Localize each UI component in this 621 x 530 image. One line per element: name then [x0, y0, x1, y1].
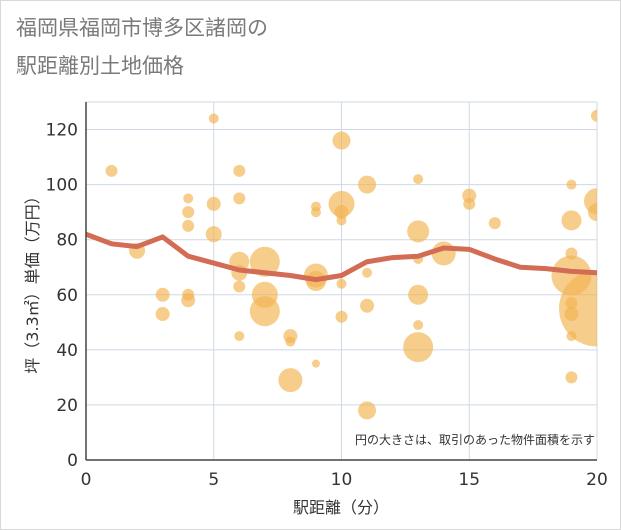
chart-title-line2: 駅距離別土地価格 — [16, 54, 184, 78]
data-bubble — [233, 280, 246, 293]
data-bubble — [413, 174, 424, 185]
data-bubble — [205, 226, 222, 243]
data-bubble — [336, 278, 347, 289]
data-bubble — [182, 206, 195, 219]
data-bubble — [358, 401, 377, 420]
data-bubble — [591, 109, 597, 122]
data-bubble — [336, 215, 347, 226]
x-tick-label: 20 — [586, 470, 608, 490]
data-bubble — [182, 219, 195, 232]
data-bubble — [249, 246, 280, 277]
data-bubble — [463, 197, 476, 210]
data-bubble — [206, 196, 221, 211]
x-tick-label: 15 — [458, 470, 480, 490]
data-bubble — [559, 270, 597, 347]
chart-title-line1: 福岡県福岡市博多区諸岡の — [16, 16, 268, 40]
data-bubble — [413, 320, 424, 331]
data-bubble — [233, 164, 246, 177]
data-bubble — [431, 241, 456, 266]
data-bubble — [407, 220, 430, 243]
data-bubble — [234, 331, 245, 342]
data-bubble — [181, 293, 196, 308]
data-bubble — [360, 298, 375, 313]
data-bubble — [565, 371, 578, 384]
bubble-size-note: 円の大きさは、取引のあった物件面積を示す — [355, 432, 595, 447]
data-bubble — [335, 310, 348, 323]
data-bubble — [403, 332, 434, 363]
data-bubble — [334, 205, 349, 220]
average-line-series — [86, 231, 597, 283]
tick-labels: 0 5 10 15 20 0 20 40 60 80 100 120 — [46, 121, 608, 490]
y-tick-label: 120 — [46, 121, 78, 141]
data-bubble — [249, 296, 280, 327]
x-tick-label: 0 — [81, 470, 92, 490]
data-bubble — [278, 368, 303, 393]
y-tick-label: 100 — [46, 176, 78, 196]
data-bubble — [408, 284, 429, 305]
data-bubble — [208, 113, 219, 124]
axes — [85, 102, 597, 461]
y-tick-label: 60 — [56, 286, 78, 306]
data-bubble — [311, 359, 320, 368]
data-bubble — [332, 131, 351, 150]
y-tick-label: 40 — [56, 341, 78, 361]
data-bubble — [561, 210, 582, 231]
data-bubble — [362, 267, 373, 278]
data-bubble — [155, 287, 170, 302]
data-bubble — [233, 192, 246, 205]
data-bubble — [488, 217, 501, 230]
data-bubble — [155, 307, 170, 322]
data-bubble — [183, 193, 194, 204]
y-tick-label: 80 — [56, 231, 78, 251]
x-tick-label: 10 — [331, 470, 353, 490]
data-bubble — [358, 175, 377, 194]
data-bubble — [105, 164, 118, 177]
y-tick-label: 0 — [67, 451, 78, 471]
x-tick-label: 5 — [208, 470, 219, 490]
data-bubble — [588, 203, 597, 222]
data-bubble — [310, 207, 321, 218]
y-tick-label: 20 — [56, 396, 78, 416]
y-axis-label: 坪（3.3㎡）単価（万円） — [23, 188, 42, 373]
data-bubble — [285, 336, 296, 347]
x-axis-label: 駅距離（分） — [293, 498, 389, 517]
data-bubble — [566, 179, 577, 190]
average-price-line — [86, 231, 597, 283]
